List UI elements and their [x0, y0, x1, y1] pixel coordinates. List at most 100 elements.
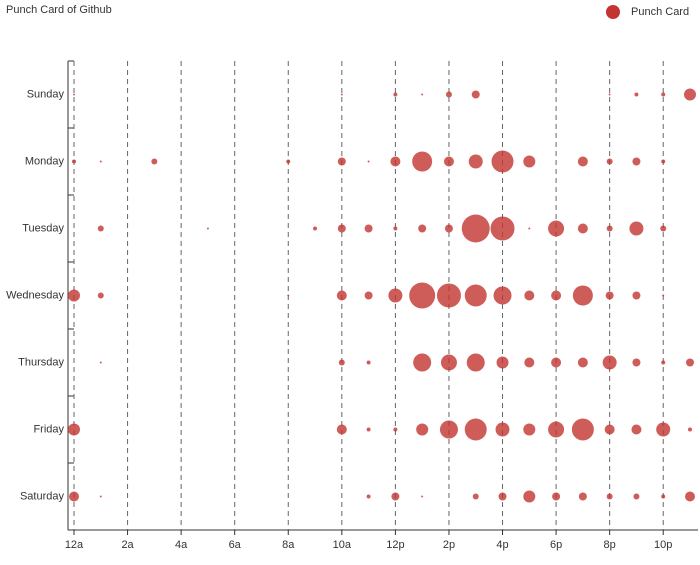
- x-tick-label: 6a: [229, 539, 242, 551]
- bubble: [366, 427, 371, 432]
- bubble: [466, 353, 485, 372]
- bubble: [445, 91, 452, 98]
- legend-marker: [606, 5, 620, 19]
- y-tick-label: Sunday: [27, 88, 65, 100]
- x-tick-label: 12p: [386, 539, 404, 551]
- chart-title: Punch Card of Github: [6, 4, 112, 16]
- bubble: [464, 284, 487, 307]
- bubble: [491, 150, 514, 173]
- bubble: [393, 427, 398, 432]
- bubble: [439, 420, 458, 439]
- bubble: [606, 225, 613, 232]
- y-tick-label: Saturday: [20, 490, 65, 502]
- y-tick-label: Friday: [33, 423, 64, 435]
- bubble: [464, 418, 487, 441]
- bubble: [606, 493, 613, 500]
- bubble: [605, 291, 614, 300]
- bubble: [97, 292, 104, 299]
- bubble: [662, 294, 665, 297]
- x-tick-label: 8p: [604, 539, 616, 551]
- x-tick-label: 4p: [496, 539, 508, 551]
- bubble: [461, 214, 490, 243]
- x-tick-label: 2p: [443, 539, 455, 551]
- bubble: [97, 225, 104, 232]
- y-tick-label: Thursday: [18, 356, 64, 368]
- bubble: [602, 355, 617, 370]
- bubble: [656, 422, 671, 437]
- bubble: [684, 88, 696, 101]
- bubble: [69, 491, 79, 502]
- bubble: [604, 424, 615, 435]
- bubble: [73, 93, 75, 96]
- bubble: [629, 221, 644, 236]
- x-tick-label: 8a: [282, 539, 295, 551]
- y-tick-label: Tuesday: [22, 222, 64, 234]
- bubble: [577, 156, 588, 167]
- bubble: [490, 216, 515, 241]
- bubble: [364, 291, 373, 300]
- bubble: [523, 423, 536, 436]
- bubble: [72, 159, 76, 164]
- bubble: [393, 92, 398, 97]
- bubble: [99, 160, 102, 163]
- bubble: [634, 92, 639, 97]
- bubble: [524, 357, 535, 368]
- x-tick-label: 10p: [654, 539, 672, 551]
- bubble: [337, 157, 346, 166]
- bubble: [436, 283, 461, 308]
- bubble: [633, 493, 640, 500]
- bubble: [421, 495, 424, 498]
- bubble: [68, 423, 80, 436]
- bubble: [366, 360, 371, 365]
- bubble: [661, 92, 666, 97]
- bubble: [632, 358, 641, 367]
- y-tick-label: Monday: [25, 155, 65, 167]
- bubble: [496, 356, 509, 369]
- bubble: [686, 358, 694, 367]
- bubble: [151, 158, 158, 165]
- bubble: [571, 418, 594, 441]
- bubble: [606, 158, 613, 165]
- bubble: [548, 220, 565, 237]
- bubble: [337, 224, 346, 233]
- bubble: [99, 495, 102, 498]
- bubble: [661, 159, 666, 164]
- bubble: [393, 226, 398, 231]
- bubble: [338, 359, 345, 366]
- bubble: [409, 282, 436, 309]
- bubble: [206, 227, 209, 230]
- bubble: [68, 289, 80, 302]
- bubble: [287, 294, 290, 297]
- bubble: [660, 225, 667, 232]
- bubble: [472, 493, 479, 500]
- bubble: [493, 286, 512, 305]
- bubble: [528, 227, 531, 230]
- legend-label[interactable]: Punch Card: [631, 6, 689, 18]
- x-tick-label: 4a: [175, 539, 188, 551]
- bubble: [421, 93, 424, 96]
- bubble: [416, 423, 429, 436]
- bubble: [685, 491, 695, 502]
- bubble: [413, 353, 432, 372]
- bubble: [99, 361, 102, 364]
- bubble: [661, 494, 666, 499]
- bubble: [391, 492, 400, 501]
- bubble: [523, 490, 536, 503]
- bubble: [548, 421, 565, 438]
- bubble: [632, 157, 641, 166]
- bubble: [552, 492, 561, 501]
- bubble: [572, 285, 593, 306]
- bubble: [313, 226, 318, 231]
- bubble: [577, 223, 588, 234]
- bubble: [412, 151, 433, 172]
- bubble: [468, 154, 483, 169]
- x-tick-label: 12a: [65, 539, 84, 551]
- bubble: [608, 93, 611, 96]
- bubble: [286, 159, 291, 164]
- bubble: [577, 357, 588, 368]
- bubble: [366, 494, 371, 499]
- bubble: [444, 224, 453, 233]
- bubble: [388, 288, 403, 303]
- bubble: [440, 354, 457, 371]
- bubble: [578, 492, 587, 501]
